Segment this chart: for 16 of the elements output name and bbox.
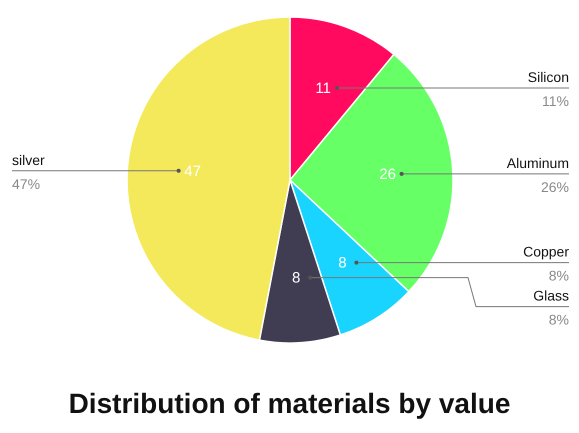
- slice-label: Aluminum: [506, 154, 569, 171]
- slice-label: Copper: [523, 244, 570, 260]
- text: 8%: [548, 312, 569, 328]
- data-label: 8: [338, 254, 347, 272]
- text: Distribution of materials by value: [68, 388, 512, 420]
- data-label: 8: [292, 270, 300, 287]
- slice-label: Silicon: [528, 68, 569, 85]
- data-label: 26: [379, 166, 396, 183]
- text: 11%: [542, 92, 569, 109]
- text: 26%: [540, 178, 569, 195]
- data-label: 11: [315, 80, 331, 97]
- text: 47%: [12, 176, 40, 192]
- data-label: 47: [184, 162, 201, 180]
- slice-label: Glass: [533, 288, 569, 304]
- text: 8%: [548, 268, 569, 284]
- slice-label: silver: [12, 152, 46, 168]
